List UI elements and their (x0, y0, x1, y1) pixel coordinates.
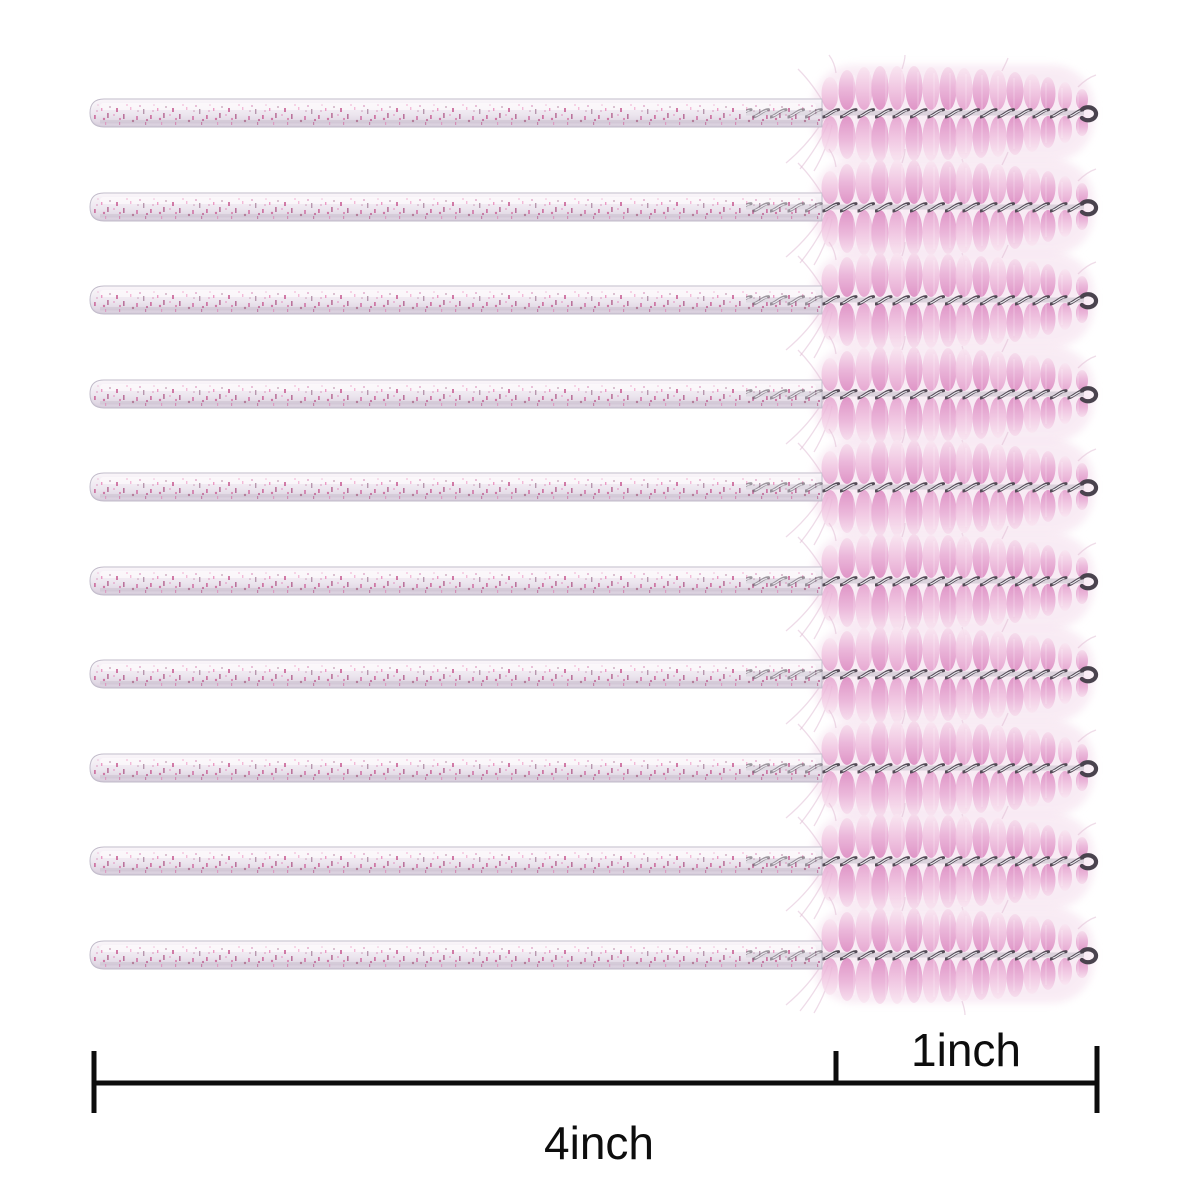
brush-head-length-label: 1inch (911, 1024, 1021, 1076)
mascara-wand-9 (90, 803, 1096, 921)
mascara-wand-6 (90, 523, 1096, 641)
mascara-wand-1 (90, 55, 1096, 173)
mascara-wand-2 (90, 149, 1096, 267)
mascara-wand-7 (90, 616, 1096, 734)
mascara-wand-8 (90, 710, 1096, 828)
mascara-wand-4 (90, 336, 1096, 454)
mascara-wand-10 (90, 897, 1096, 1015)
mascara-wand-5 (90, 429, 1096, 547)
total-length-label: 4inch (544, 1117, 654, 1169)
dimension-drawing (91, 1046, 1100, 1113)
mascara-wand-3 (90, 242, 1096, 360)
